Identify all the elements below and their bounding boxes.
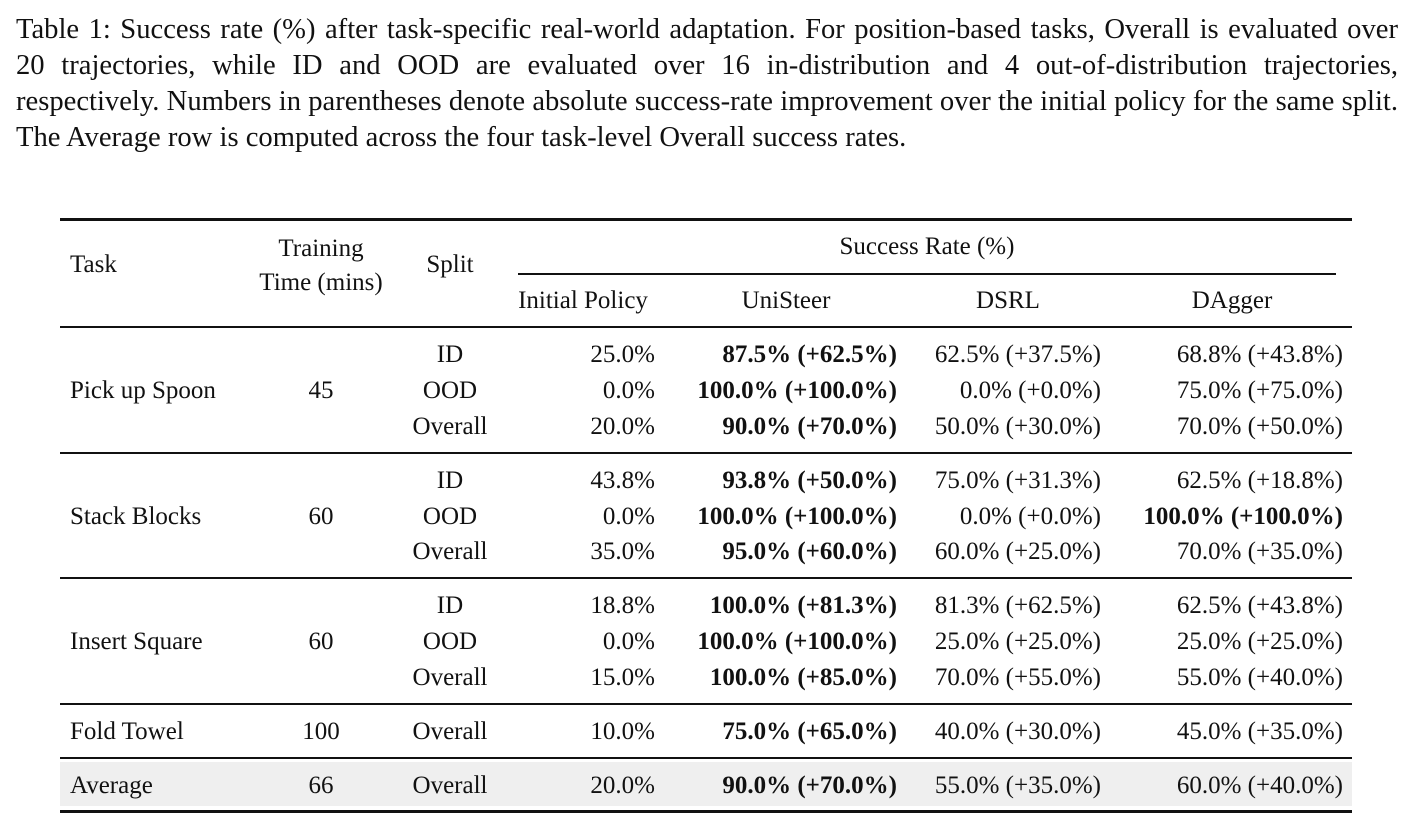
table-caption: Table 1: Success rate (%) after task-spe… <box>16 14 1398 153</box>
unisteer-cell: 100.0% (+81.3%) <box>709 592 897 619</box>
unisteer-cell: 87.5% (+62.5%) <box>722 341 897 368</box>
dagger-cell: 60.0% (+40.0%) <box>1176 772 1343 799</box>
dsrl-cell: 55.0% (+35.0%) <box>934 772 1101 799</box>
training-time: 100 <box>302 718 340 745</box>
group-divider <box>60 703 1352 705</box>
header-dagger: DAgger <box>1191 287 1273 314</box>
dagger-cell: 45.0% (+35.0%) <box>1176 718 1343 745</box>
task-name: Fold Towel <box>70 718 184 745</box>
training-time: 60 <box>308 503 334 530</box>
split-cell: OOD <box>422 377 478 404</box>
initial-policy-cell: 35.0% <box>590 538 655 565</box>
dagger-cell: 75.0% (+75.0%) <box>1176 377 1343 404</box>
header-task: Task <box>70 251 117 278</box>
dsrl-cell: 40.0% (+30.0%) <box>934 718 1101 745</box>
split-cell: ID <box>436 592 464 619</box>
group-divider <box>60 577 1352 579</box>
task-name: Stack Blocks <box>70 503 202 530</box>
unisteer-cell: 100.0% (+100.0%) <box>697 377 897 404</box>
dsrl-cell: 75.0% (+31.3%) <box>934 467 1101 494</box>
dsrl-cell: 70.0% (+55.0%) <box>934 664 1101 691</box>
training-time: 66 <box>308 772 334 799</box>
task-name: Average <box>70 772 153 799</box>
success-rate-underline <box>518 273 1336 275</box>
header-unisteer: UniSteer <box>741 287 831 314</box>
split-cell: ID <box>436 467 464 494</box>
initial-policy-cell: 15.0% <box>590 664 655 691</box>
task-name: Insert Square <box>70 628 203 655</box>
header-training-line1: Training <box>278 235 364 262</box>
training-time: 60 <box>308 628 334 655</box>
group-divider <box>60 452 1352 454</box>
dagger-cell: 100.0% (+100.0%) <box>1143 503 1343 530</box>
header-initial-policy: Initial Policy <box>518 287 648 314</box>
dsrl-cell: 60.0% (+25.0%) <box>934 538 1101 565</box>
dagger-cell: 25.0% (+25.0%) <box>1176 628 1343 655</box>
split-cell: OOD <box>422 503 478 530</box>
unisteer-cell: 100.0% (+100.0%) <box>697 628 897 655</box>
split-cell: Overall <box>412 538 488 565</box>
initial-policy-cell: 20.0% <box>590 772 655 799</box>
unisteer-cell: 100.0% (+85.0%) <box>709 664 897 691</box>
header-success-rate: Success Rate (%) <box>839 233 1015 260</box>
initial-policy-cell: 25.0% <box>590 341 655 368</box>
task-name: Pick up Spoon <box>70 377 216 404</box>
split-cell: Overall <box>412 772 488 799</box>
initial-policy-cell: 20.0% <box>590 413 655 440</box>
unisteer-cell: 75.0% (+65.0%) <box>722 718 897 745</box>
dagger-cell: 70.0% (+35.0%) <box>1176 538 1343 565</box>
dsrl-cell: 25.0% (+25.0%) <box>934 628 1101 655</box>
top-rule <box>60 218 1352 221</box>
dsrl-cell: 62.5% (+37.5%) <box>934 341 1101 368</box>
dagger-cell: 68.8% (+43.8%) <box>1176 341 1343 368</box>
dsrl-cell: 0.0% (+0.0%) <box>959 503 1101 530</box>
dsrl-cell: 81.3% (+62.5%) <box>934 592 1101 619</box>
unisteer-cell: 95.0% (+60.0%) <box>722 538 897 565</box>
split-cell: Overall <box>412 413 488 440</box>
initial-policy-cell: 0.0% <box>602 628 655 655</box>
unisteer-cell: 93.8% (+50.0%) <box>722 467 897 494</box>
average-row-highlight <box>60 762 1352 806</box>
initial-policy-cell: 43.8% <box>590 467 655 494</box>
dagger-cell: 62.5% (+43.8%) <box>1176 592 1343 619</box>
dagger-cell: 62.5% (+18.8%) <box>1176 467 1343 494</box>
bottom-rule <box>60 810 1352 813</box>
initial-policy-cell: 18.8% <box>590 592 655 619</box>
initial-policy-cell: 10.0% <box>590 718 655 745</box>
header-rule <box>60 326 1352 328</box>
header-dsrl: DSRL <box>976 287 1040 314</box>
dsrl-cell: 0.0% (+0.0%) <box>959 377 1101 404</box>
unisteer-cell: 100.0% (+100.0%) <box>697 503 897 530</box>
dsrl-cell: 50.0% (+30.0%) <box>934 413 1101 440</box>
training-time: 45 <box>308 377 334 404</box>
split-cell: ID <box>436 341 464 368</box>
initial-policy-cell: 0.0% <box>602 503 655 530</box>
dagger-cell: 70.0% (+50.0%) <box>1176 413 1343 440</box>
header-training-line2: Time (mins) <box>259 269 383 296</box>
unisteer-cell: 90.0% (+70.0%) <box>722 413 897 440</box>
unisteer-cell: 90.0% (+70.0%) <box>722 772 897 799</box>
header-training-time: Training Time (mins) <box>259 232 382 300</box>
split-cell: OOD <box>422 628 478 655</box>
split-cell: Overall <box>412 718 488 745</box>
group-divider <box>60 757 1352 759</box>
split-cell: Overall <box>412 664 488 691</box>
header-split: Split <box>426 251 474 278</box>
dagger-cell: 55.0% (+40.0%) <box>1176 664 1343 691</box>
initial-policy-cell: 0.0% <box>602 377 655 404</box>
